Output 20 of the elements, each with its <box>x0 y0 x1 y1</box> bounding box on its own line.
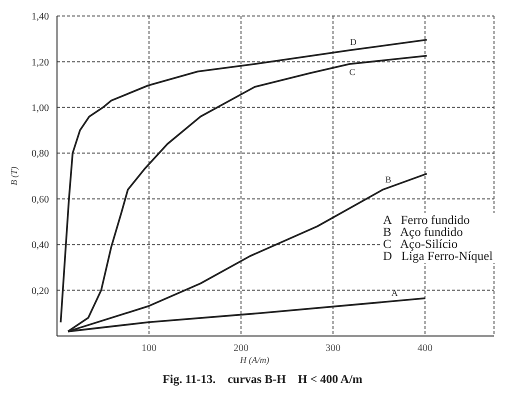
x-tick-label: 300 <box>326 343 340 354</box>
text: Fig. 11-13. curvas B-H H < 400 A/m <box>162 372 364 387</box>
annotation: A <box>391 288 398 298</box>
y-tick-label: 0,60 <box>32 194 49 206</box>
y-tick-label: 1,20 <box>32 57 49 68</box>
y-tick-label: 1,00 <box>32 102 49 114</box>
annotation: D <box>350 36 357 47</box>
annotation: B <box>385 174 392 185</box>
annotation: C <box>349 67 356 78</box>
x-axis-title: H (A/m) <box>240 355 270 365</box>
x-tick-label: 400 <box>418 343 432 354</box>
y-tick-label: 0,80 <box>32 148 49 160</box>
y-tick-label: 1,40 <box>32 12 49 23</box>
y-axis-title: B (T) <box>9 166 20 186</box>
annotation: B Aço fundido <box>383 225 464 239</box>
x-tick-label: 200 <box>234 343 248 354</box>
annotation: A Ferro fundido <box>383 213 471 227</box>
y-tick-label: 0,20 <box>32 286 49 297</box>
y-tick-label: 0,40 <box>32 240 49 252</box>
x-tick-label: 100 <box>142 343 156 354</box>
